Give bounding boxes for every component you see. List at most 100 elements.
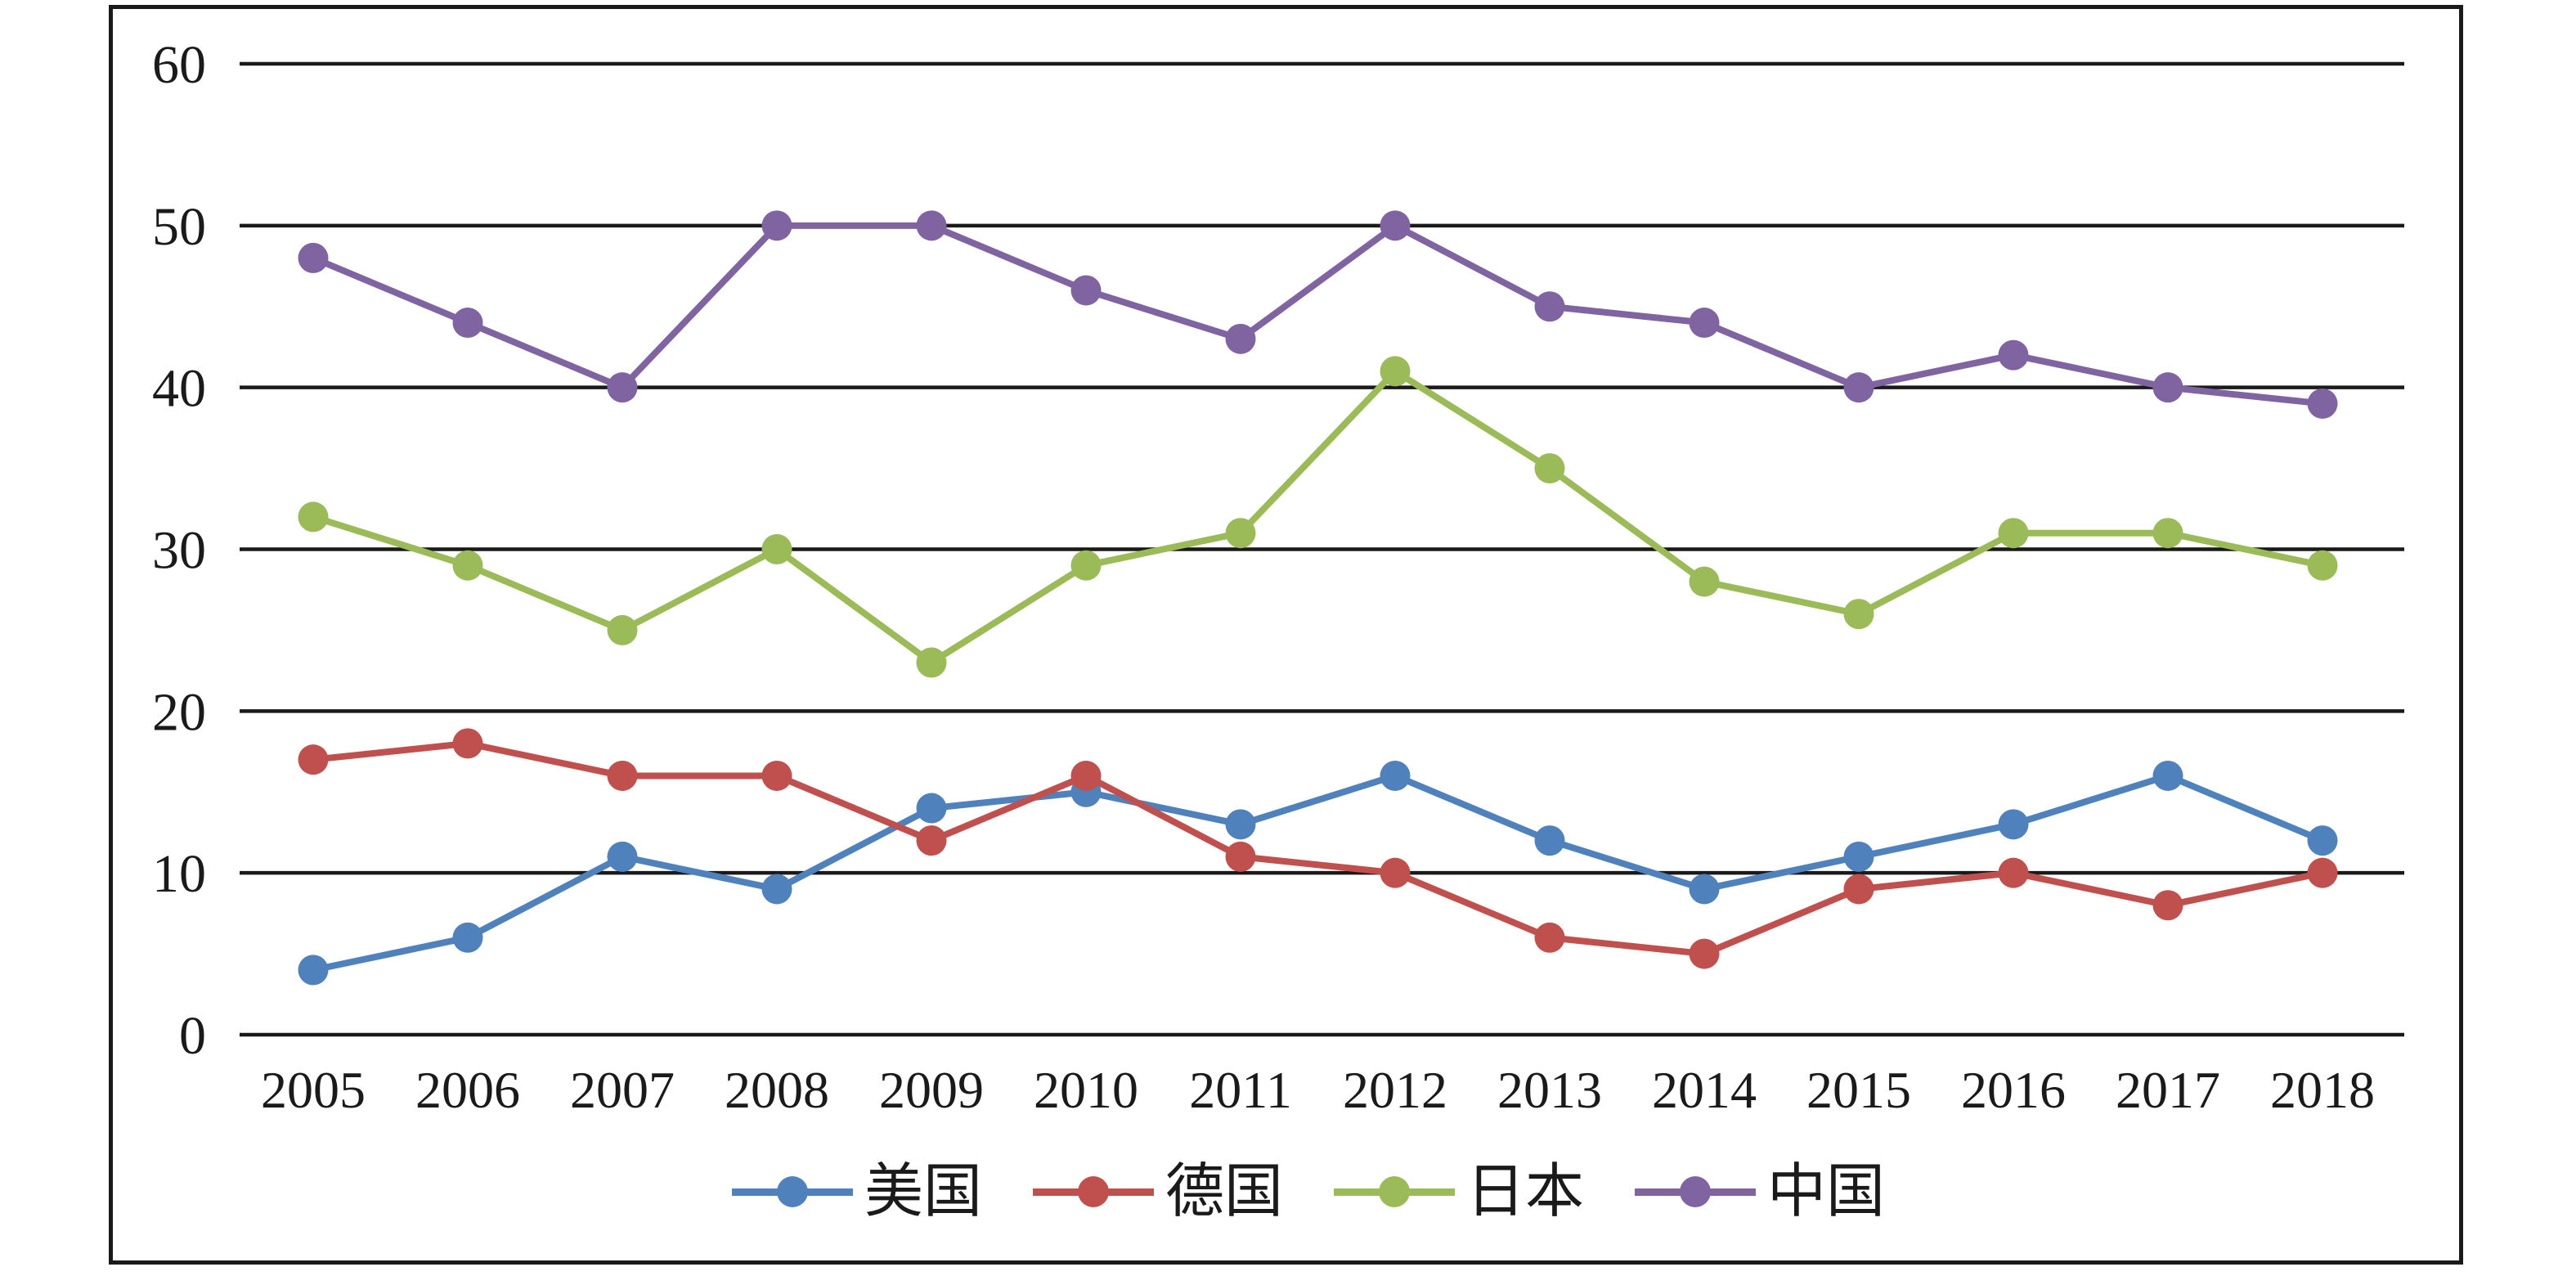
y-tick-label: 50 (152, 197, 206, 257)
data-point-marker (1380, 356, 1411, 387)
data-point-marker (298, 501, 329, 532)
x-tick-label: 2011 (1189, 1061, 1292, 1119)
data-point-marker (761, 210, 792, 241)
data-point-marker (452, 308, 483, 339)
data-point-marker (1380, 210, 1411, 241)
data-point-marker (1843, 841, 1874, 872)
circle-marker-icon (776, 1175, 808, 1207)
data-point-marker (1070, 760, 1102, 791)
legend-item-japan: 日本 (1334, 1162, 1584, 1221)
data-point-marker (1225, 841, 1256, 872)
x-tick-label: 2013 (1497, 1061, 1602, 1119)
series-0 (298, 760, 2338, 986)
chart-legend: 美国 德国 日本 中国 (0, 1147, 2576, 1237)
data-point-marker (607, 841, 638, 872)
data-point-marker (916, 210, 947, 241)
legend-marker-icon (1334, 1175, 1455, 1207)
data-point-marker (2152, 372, 2183, 403)
x-tick-label: 2008 (725, 1061, 829, 1119)
x-tick-label: 2012 (1343, 1061, 1447, 1119)
x-tick-label: 2015 (1806, 1061, 1911, 1119)
data-point-marker (452, 728, 483, 759)
legend-marker-icon (731, 1175, 853, 1207)
data-point-marker (2152, 760, 2183, 791)
data-point-marker (1689, 874, 1720, 905)
data-point-marker (916, 825, 947, 856)
data-point-marker (1689, 308, 1720, 339)
data-point-marker (2152, 890, 2183, 921)
data-point-marker (607, 760, 638, 791)
circle-marker-icon (1379, 1175, 1410, 1207)
data-point-marker (1225, 518, 1256, 549)
circle-marker-icon (1680, 1175, 1712, 1207)
circle-marker-icon (1077, 1175, 1109, 1207)
data-point-marker (1998, 518, 2029, 549)
y-tick-label: 30 (152, 521, 206, 581)
x-tick-label: 2017 (2116, 1061, 2220, 1119)
data-point-marker (607, 372, 638, 403)
data-point-marker (2152, 518, 2183, 549)
gridlines (240, 61, 2404, 1037)
data-point-marker (1843, 372, 1874, 403)
x-axis-tick-labels: 2005 2006 2007 2008 2009 2010 2011 2012 2013 2014… (261, 1061, 2375, 1119)
data-point-marker (761, 534, 792, 564)
data-point-marker (916, 647, 947, 678)
x-tick-label: 2010 (1034, 1061, 1138, 1119)
legend-marker-icon (1032, 1175, 1154, 1207)
data-point-marker (1070, 550, 1102, 581)
x-tick-label: 2009 (879, 1061, 984, 1119)
x-tick-label: 2006 (415, 1061, 520, 1119)
legend-marker-icon (1635, 1175, 1757, 1207)
data-point-marker (1689, 566, 1720, 597)
data-point-marker (452, 550, 483, 581)
data-point-marker (1689, 938, 1720, 969)
data-point-marker (1534, 453, 1565, 484)
data-point-marker (298, 955, 329, 986)
data-point-marker (607, 614, 638, 645)
data-point-marker (1534, 825, 1565, 856)
y-tick-label: 60 (152, 35, 206, 95)
data-point-marker (298, 242, 329, 273)
data-point-marker (2307, 550, 2338, 581)
data-point-marker (761, 874, 792, 905)
legend-label: 日本 (1466, 1159, 1585, 1224)
x-tick-label: 2005 (261, 1061, 366, 1119)
data-point-marker (2307, 388, 2338, 419)
data-point-marker (1998, 339, 2029, 371)
data-point-marker (2307, 857, 2338, 888)
data-point-marker (452, 922, 483, 953)
legend-label: 中国 (1767, 1159, 1886, 1224)
y-tick-label: 40 (152, 359, 206, 419)
series-1 (298, 728, 2338, 969)
x-tick-label: 2016 (1961, 1061, 2066, 1119)
y-tick-label: 0 (179, 1006, 206, 1066)
data-point-marker (1998, 809, 2029, 840)
data-point-marker (1380, 760, 1411, 791)
series-2 (298, 356, 2338, 678)
y-tick-label: 20 (152, 682, 206, 742)
data-point-marker (1534, 291, 1565, 322)
legend-label: 德国 (1165, 1159, 1283, 1224)
series-3 (298, 210, 2338, 419)
x-tick-label: 2018 (2270, 1061, 2375, 1119)
data-point-marker (1843, 599, 1874, 630)
legend-item-usa: 美国 (731, 1159, 982, 1224)
x-tick-label: 2014 (1652, 1061, 1757, 1119)
legend-item-china: 中国 (1635, 1162, 1885, 1221)
figure-border (109, 5, 2463, 1265)
data-point-marker (1998, 857, 2029, 888)
y-axis-tick-labels: 0 10 20 30 40 50 60 (152, 35, 206, 1066)
legend-label: 美国 (864, 1159, 982, 1224)
data-point-marker (298, 744, 329, 775)
data-point-marker (1225, 323, 1256, 354)
data-point-marker (1225, 809, 1256, 840)
y-tick-label: 10 (152, 844, 206, 904)
data-point-marker (1534, 922, 1565, 953)
data-point-marker (1843, 874, 1874, 905)
legend-item-germany: 德国 (1032, 1159, 1283, 1224)
data-point-marker (1380, 857, 1411, 888)
x-tick-label: 2007 (570, 1061, 675, 1119)
data-point-marker (2307, 825, 2338, 856)
